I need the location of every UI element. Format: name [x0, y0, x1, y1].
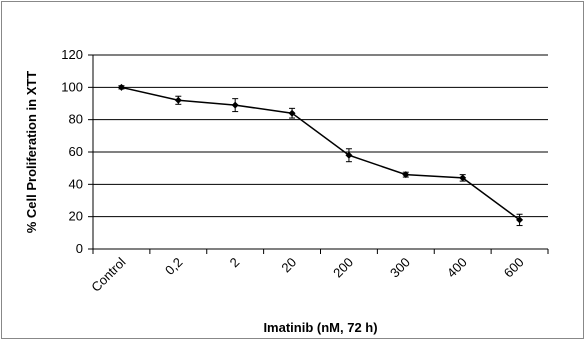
data-point — [402, 171, 410, 179]
x-tick-label: 300 — [387, 255, 413, 281]
x-tick-label: 200 — [330, 255, 356, 281]
y-tick-label: 0 — [76, 241, 83, 256]
series-line — [121, 86, 521, 221]
y-tick-label: 60 — [69, 144, 83, 159]
data-point — [174, 96, 182, 104]
y-tick-label: 40 — [69, 176, 83, 191]
data-point — [459, 174, 467, 182]
x-tick-label: 2 — [227, 255, 243, 271]
data-point — [231, 101, 239, 109]
y-tick-label: 80 — [69, 112, 83, 127]
x-tick-label: 400 — [444, 255, 470, 281]
x-axis-title: Imatinib (nM, 72 h) — [263, 320, 377, 335]
data-point — [117, 83, 125, 91]
y-tick-label: 20 — [69, 209, 83, 224]
y-tick-label: 120 — [61, 47, 83, 62]
data-point — [345, 151, 353, 159]
x-tick-label: 0,2 — [162, 255, 185, 278]
data-point — [288, 109, 296, 117]
data-point — [516, 216, 524, 224]
x-tick-label: Control — [88, 254, 128, 294]
y-axis-title: % Cell Proliferation in XTT — [24, 71, 39, 234]
x-tick-label: 20 — [278, 255, 299, 276]
x-ticks: Control 0,2 2 20 200 300 400 600 — [88, 249, 549, 295]
y-ticks: 0 20 40 60 80 100 120 — [61, 47, 93, 256]
x-tick-label: 600 — [501, 255, 527, 281]
y-tick-label: 100 — [61, 79, 83, 94]
series-layer — [117, 83, 524, 227]
gridlines — [93, 54, 548, 218]
